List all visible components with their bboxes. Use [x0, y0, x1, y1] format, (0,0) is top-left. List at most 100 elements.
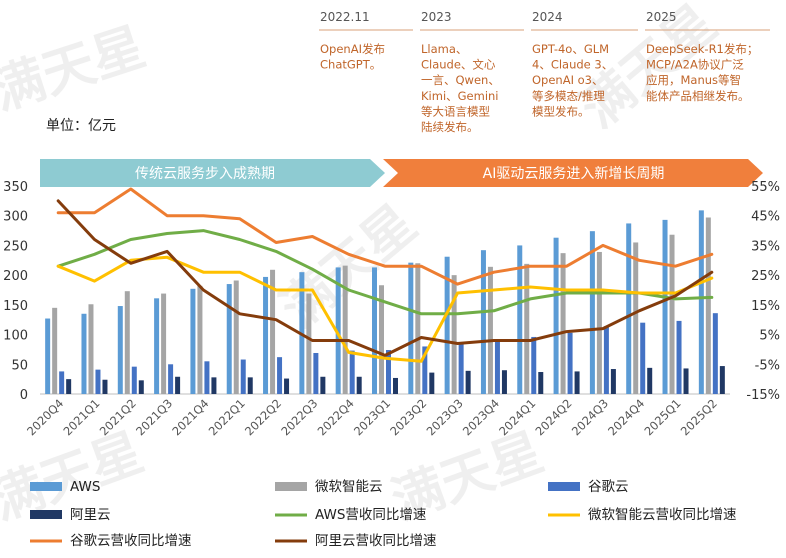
x-tick-label: 2022Q3 — [278, 396, 320, 438]
timeline-text-line: OpenAI o3、 — [532, 73, 603, 87]
timeline-text-line: MCP/A2A协议广泛 — [646, 58, 744, 72]
x-tick-label: 2023Q2 — [387, 396, 429, 438]
y-right-tick-label: 15% — [751, 299, 780, 314]
x-tick-label: 2022Q1 — [206, 396, 248, 438]
unit-label: 单位：亿元 — [46, 118, 116, 134]
x-tick-label: 2025Q1 — [641, 396, 683, 438]
bar-2-2023Q3 — [458, 344, 464, 394]
bar-0-2021Q1 — [81, 313, 87, 394]
y-right-tick-label: 55% — [751, 180, 780, 195]
bar-1-2020Q4 — [52, 307, 58, 394]
bar-2-2022Q3 — [313, 352, 319, 394]
bar-3-2024Q4 — [647, 367, 653, 394]
bar-3-2021Q1 — [102, 379, 108, 394]
phase-band-ai-label: AI驱动云服务进入新增长周期 — [483, 166, 665, 182]
x-tick-label: 2024Q4 — [605, 396, 647, 438]
bar-1-2024Q4 — [633, 242, 639, 394]
y-left-tick-label: 0 — [20, 388, 28, 403]
bar-2-2021Q4 — [204, 361, 210, 394]
bar-0-2020Q4 — [45, 318, 51, 394]
legend-swatch-bar — [548, 482, 580, 491]
timeline-annotations: 2022.11 OpenAI发布 ChatGPT。 2023 Llama、 Claude、… — [319, 10, 770, 134]
legend-label: AWS — [70, 479, 100, 495]
bar-0-2023Q2 — [408, 262, 414, 394]
x-tick-label: 2022Q4 — [315, 396, 357, 438]
x-tick-label: 2020Q4 — [24, 396, 66, 438]
x-tick-label: 2021Q3 — [133, 396, 175, 438]
bar-1-2025Q2 — [705, 217, 711, 394]
bar-0-2021Q2 — [117, 306, 123, 394]
bar-1-2022Q4 — [342, 265, 348, 394]
legend-label: 阿里云营收同比增速 — [315, 533, 437, 549]
phase-band-traditional-label: 传统云服务步入成熟期 — [135, 166, 275, 182]
bar-3-2021Q2 — [138, 380, 144, 394]
y-left-tick-label: 350 — [3, 180, 28, 195]
bar-3-2022Q4 — [356, 376, 362, 394]
bar-3-2024Q3 — [610, 369, 616, 394]
axes: 0 50 100 150 200 250 300 350 -15% -5% 5% 15% 25% 35% 4… — [3, 180, 780, 403]
bar-3-2025Q2 — [719, 366, 725, 394]
y-right-tick-label: 5% — [759, 329, 780, 344]
bar-3-2021Q4 — [211, 377, 217, 394]
bar-1-2021Q1 — [88, 304, 94, 394]
bar-3-2024Q1 — [538, 372, 544, 394]
bar-2-2025Q1 — [676, 320, 682, 394]
legend-label: 谷歌云营收同比增速 — [70, 533, 192, 549]
bar-2-2023Q2 — [422, 346, 428, 394]
bar-1-2021Q4 — [197, 285, 203, 394]
bar-1-2023Q2 — [415, 263, 421, 394]
bar-3-2023Q4 — [501, 370, 507, 394]
timeline-text-line: 陆续发布。 — [421, 120, 479, 134]
bar-2-2022Q4 — [349, 350, 355, 394]
bar-3-2022Q3 — [320, 376, 326, 394]
bar-1-2024Q1 — [524, 263, 530, 394]
bar-1-2024Q3 — [596, 251, 602, 394]
bar-2-2024Q3 — [603, 326, 609, 394]
y-right-tick-label: 35% — [751, 239, 780, 254]
bar-0-2025Q2 — [698, 210, 704, 394]
legend-label: AWS营收同比增速 — [315, 507, 426, 523]
timeline-year: 2024 — [532, 10, 563, 24]
watermark-text: 满天星 — [0, 17, 152, 122]
phase-band-traditional — [40, 159, 385, 187]
bar-2-2021Q3 — [168, 364, 174, 394]
line-series-1 — [56, 255, 714, 363]
y-right-tick-label: -15% — [746, 388, 780, 403]
timeline-text-line: 等多模态/推理 — [532, 89, 605, 103]
line-series — [56, 187, 714, 363]
timeline-text-line: Kimi、Gemini — [421, 89, 499, 103]
bar-3-2020Q4 — [66, 379, 72, 394]
bar-1-2022Q3 — [306, 293, 312, 394]
bar-1-2022Q1 — [233, 280, 239, 394]
bar-3-2022Q2 — [284, 378, 290, 394]
x-tick-label: 2022Q2 — [242, 396, 284, 438]
bar-2-2023Q1 — [386, 350, 391, 394]
bar-2-2023Q4 — [494, 339, 500, 394]
x-tick-label: 2021Q4 — [169, 396, 211, 438]
legend-label: 微软智能云营收同比增速 — [588, 507, 737, 523]
timeline-text-line: 模型发布。 — [532, 104, 590, 118]
phase-bands: 传统云服务步入成熟期 AI驱动云服务进入新增长周期 — [40, 159, 763, 187]
timeline-year: 2025 — [646, 10, 677, 24]
legend-swatch-bar — [30, 482, 62, 491]
bar-3-2022Q1 — [247, 377, 253, 394]
x-tick-label: 2023Q4 — [460, 396, 502, 438]
line-series-3 — [56, 199, 714, 357]
legend-label: 谷歌云 — [588, 479, 629, 495]
legend-swatch-bar — [275, 482, 307, 491]
timeline-text-line: Claude、文心 — [421, 58, 496, 72]
y-right-tick-label: 25% — [751, 269, 780, 284]
bar-2-2024Q1 — [531, 336, 537, 394]
bar-2-2021Q2 — [131, 366, 137, 394]
bar-0-2022Q4 — [335, 267, 341, 394]
bar-0-2023Q4 — [480, 250, 486, 394]
bar-1-2023Q3 — [451, 275, 457, 394]
bar-0-2025Q1 — [662, 219, 668, 394]
bar-2-2020Q4 — [59, 371, 65, 394]
y-left-tick-label: 100 — [3, 329, 28, 344]
bar-3-2021Q3 — [175, 376, 181, 394]
y-right-tick-label: -5% — [755, 358, 780, 373]
